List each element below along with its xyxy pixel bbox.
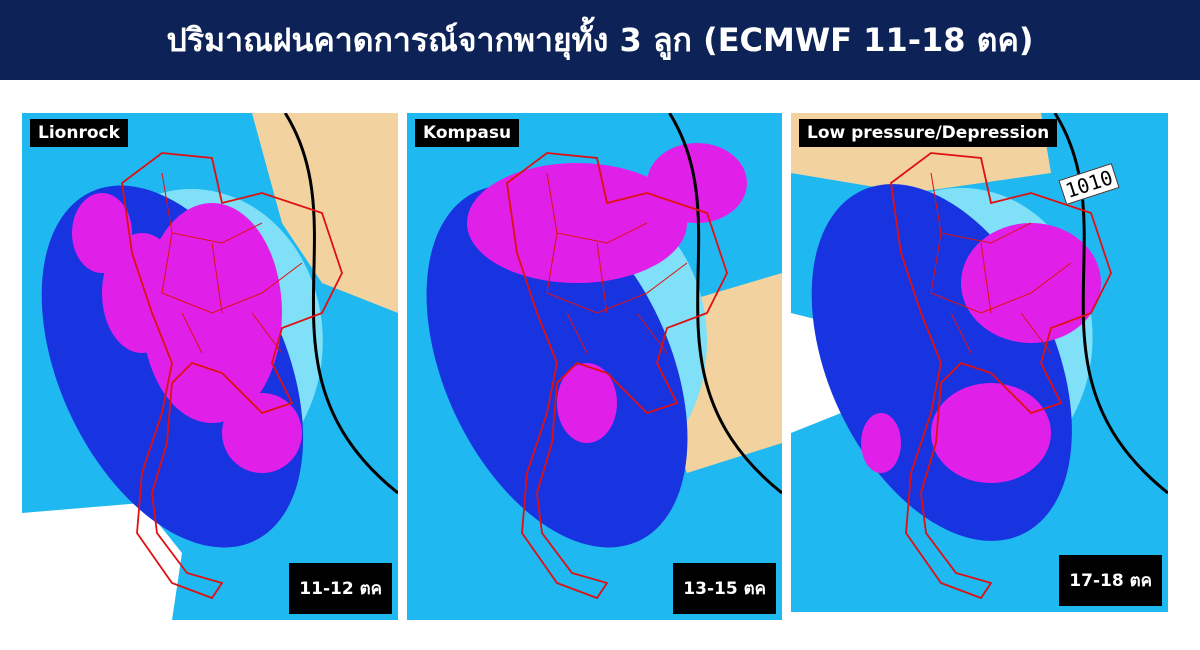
storm-name: Low pressure/Depression xyxy=(799,119,1058,147)
heavy-rain xyxy=(961,223,1101,343)
date-label: 17-18 ตค xyxy=(1059,555,1162,606)
heavy-rain xyxy=(861,413,901,473)
heavy-rain xyxy=(102,233,182,353)
thailand-outline xyxy=(890,152,1112,600)
land xyxy=(252,113,398,313)
header-bar: ปริมาณฝนคาดการณ์จากพายุทั้ง 3 ลูก (ECMWF… xyxy=(0,0,1200,80)
contour xyxy=(1053,113,1168,495)
map-panel: Kompasu 13-15 ตค xyxy=(407,113,782,620)
thailand-outline xyxy=(121,152,343,600)
province-lines xyxy=(161,172,303,354)
date-label: 13-15 ตค xyxy=(673,563,776,614)
heavy-rain xyxy=(557,363,617,443)
storm-name: Lionrock xyxy=(30,119,128,147)
map-panel: 1010 Low pressure/Depression 17-18 ตค xyxy=(791,113,1168,612)
rain-map xyxy=(791,113,1168,612)
white-area xyxy=(22,503,182,620)
date-label: 11-12 ตค xyxy=(289,563,392,614)
heavy-rain xyxy=(467,163,687,283)
heavy-rain xyxy=(931,383,1051,483)
slide-title: ปริมาณฝนคาดการณ์จากพายุทั้ง 3 ลูก (ECMWF… xyxy=(166,21,1034,59)
thailand-outline xyxy=(506,152,728,600)
rain-map xyxy=(22,113,398,620)
heavy-rain xyxy=(72,193,132,273)
province-lines xyxy=(930,172,1072,354)
storm-name: Kompasu xyxy=(415,119,520,147)
contour xyxy=(668,113,782,495)
heavy-rain xyxy=(222,393,302,473)
heavy-rain xyxy=(647,143,747,223)
rain-map xyxy=(407,113,782,620)
contour xyxy=(283,113,398,495)
province-lines xyxy=(546,172,688,354)
map-panel: Lionrock 11-12 ตค xyxy=(22,113,398,620)
